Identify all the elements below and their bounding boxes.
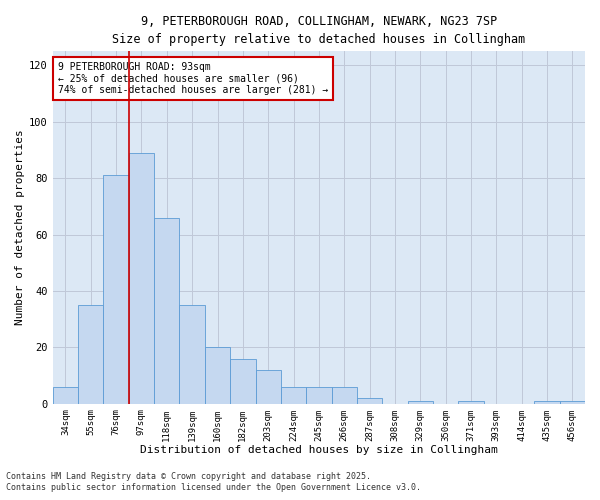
Title: 9, PETERBOROUGH ROAD, COLLINGHAM, NEWARK, NG23 7SP
Size of property relative to : 9, PETERBOROUGH ROAD, COLLINGHAM, NEWARK… [112, 15, 526, 46]
Bar [78, 305, 103, 404]
Bar [256, 370, 281, 404]
Bar [230, 358, 256, 404]
Bar [407, 401, 433, 404]
Y-axis label: Number of detached properties: Number of detached properties [15, 130, 25, 326]
Bar [458, 401, 484, 404]
Text: Contains HM Land Registry data © Crown copyright and database right 2025.
Contai: Contains HM Land Registry data © Crown c… [6, 472, 421, 492]
Bar [560, 401, 585, 404]
Bar [281, 387, 306, 404]
Bar [306, 387, 332, 404]
Bar [179, 305, 205, 404]
Bar [154, 218, 179, 404]
Bar [205, 348, 230, 404]
Bar [357, 398, 382, 404]
Bar [53, 387, 78, 404]
Text: 9 PETERBOROUGH ROAD: 93sqm
← 25% of detached houses are smaller (96)
74% of semi: 9 PETERBOROUGH ROAD: 93sqm ← 25% of deta… [58, 62, 328, 95]
Bar [332, 387, 357, 404]
Bar [103, 176, 129, 404]
Bar [129, 153, 154, 404]
Bar [535, 401, 560, 404]
X-axis label: Distribution of detached houses by size in Collingham: Distribution of detached houses by size … [140, 445, 498, 455]
